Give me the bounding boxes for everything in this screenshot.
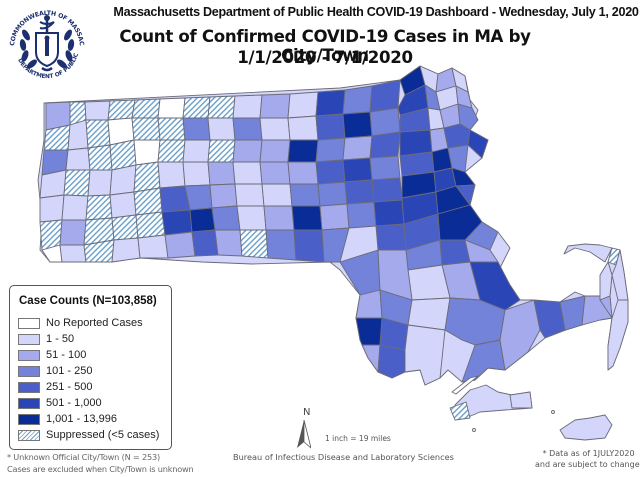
north-arrow-icon — [297, 420, 311, 449]
legend-swatch-hatched — [18, 429, 40, 441]
legend-item-101-250: 101 - 250 — [18, 364, 92, 378]
unknown-town-exclusion-note: Cases are excluded when City/Town is unk… — [7, 464, 194, 474]
data-as-of-line1: * Data as of 1JULY2020 — [542, 449, 635, 458]
north-label: N — [303, 407, 311, 418]
legend-label: 1,001 - 13,996 — [46, 413, 117, 425]
legend-item-1001-13996: 1,001 - 13,996 — [18, 412, 117, 426]
bureau-credit: Bureau of Infectious Disease and Laborat… — [233, 452, 454, 462]
legend-item-501-1000: 501 - 1,000 — [18, 396, 102, 410]
legend-item-no-cases: No Reported Cases — [18, 316, 143, 330]
legend-swatch — [18, 333, 40, 345]
legend-label: 101 - 250 — [46, 365, 93, 377]
legend-label: 251 - 500 — [46, 381, 93, 393]
massachusetts-dph-seal-icon: COMMONWEALTH OF MASSACHUSETTS DEPARTMENT… — [2, 0, 85, 80]
legend-label: 51 - 100 — [46, 349, 87, 361]
map-title: Count of Confirmed COVID-19 Cases in MA … — [119, 27, 531, 65]
legend-swatch — [18, 349, 40, 361]
legend-title: Case Counts (N=103,858) — [19, 295, 157, 307]
dashboard-header: Massachusetts Department of Public Healt… — [113, 5, 639, 19]
legend-swatch — [18, 397, 40, 409]
legend-label: 1 - 50 — [46, 333, 75, 345]
data-as-of-line2: and are subject to change. — [535, 460, 640, 469]
legend-item-251-500: 251 - 500 — [18, 380, 92, 394]
legend-item-suppressed: Suppressed (<5 cases) — [18, 428, 159, 442]
data-as-of-note: * Data as of 1JULY2020 and are subject t… — [535, 448, 640, 470]
map-scale: 1 inch = 19 miles — [325, 434, 391, 443]
legend-swatch — [18, 413, 40, 425]
legend-swatch — [18, 381, 40, 393]
legend-swatch — [18, 365, 40, 377]
legend-swatch — [18, 317, 40, 329]
map-date-range: 1/1/2020 - 7/1/2020 — [237, 48, 413, 67]
legend-label: Suppressed (<5 cases) — [46, 429, 160, 441]
legend-item-1-50: 1 - 50 — [18, 332, 74, 346]
legend-item-51-100: 51 - 100 — [18, 348, 86, 362]
unknown-town-note: * Unknown Official City/Town (N = 253) — [7, 452, 160, 462]
map-legend: Case Counts (N=103,858) No Reported Case… — [9, 285, 172, 450]
legend-label: No Reported Cases — [46, 317, 143, 329]
legend-label: 501 - 1,000 — [46, 397, 102, 409]
